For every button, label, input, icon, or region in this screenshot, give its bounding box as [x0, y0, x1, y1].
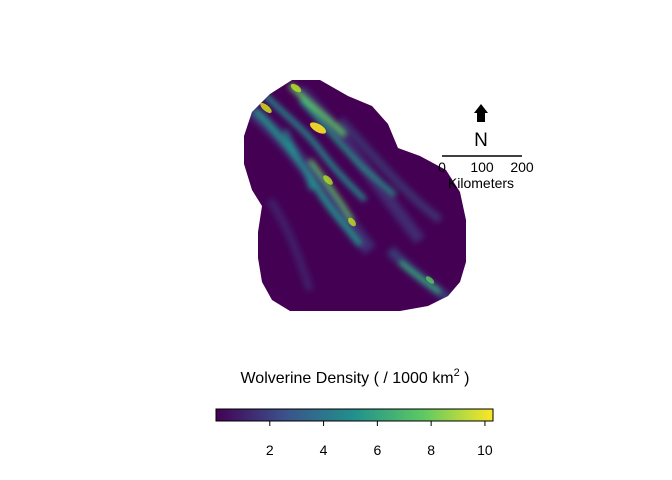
legend: Wolverine Density ( / 1000 km2 ) 2 4 6 8 10: [215, 367, 494, 458]
density-hotspot: [348, 217, 356, 227]
scale-tick-100: 100: [470, 159, 494, 175]
scale-tick-0: 0: [438, 159, 446, 175]
density-hotspot: [323, 175, 333, 185]
legend-tick-label: 4: [320, 442, 328, 458]
legend-tick-label: 8: [427, 442, 435, 458]
legend-title-superscript: 2: [454, 367, 460, 379]
density-hotspot: [425, 276, 435, 284]
scale-tick-200: 200: [510, 159, 534, 175]
scale-unit: Kilometers: [448, 175, 514, 191]
legend-title-main: Wolverine Density ( / 1000 km: [240, 370, 453, 387]
density-band: [337, 117, 443, 224]
density-ridge: [308, 158, 354, 222]
density-ridge: [283, 129, 314, 191]
north-arrow: N: [474, 104, 488, 151]
legend-tick-label: 10: [477, 442, 493, 458]
density-band: [266, 197, 314, 292]
density-ridge: [398, 260, 442, 294]
density-ridge: [298, 98, 397, 197]
density-hotspot: [309, 122, 327, 134]
study-region: [244, 80, 466, 311]
north-arrow-icon: [474, 104, 488, 122]
density-ridge: [263, 93, 367, 202]
legend-title-suffix: ): [460, 370, 470, 387]
density-hotspot: [290, 83, 302, 93]
legend-title: Wolverine Density ( / 1000 km2 ): [240, 367, 469, 387]
scale-bar: 0 100 200 Kilometers: [438, 155, 534, 191]
north-label: N: [474, 130, 488, 151]
legend-tick-label: 2: [266, 442, 274, 458]
density-hotspot: [260, 102, 272, 114]
legend-tick-label: 6: [373, 442, 381, 458]
density-ridge: [252, 107, 363, 247]
legend-ticks: 2 4 6 8 10: [266, 421, 493, 458]
legend-colorbar: [215, 408, 494, 422]
